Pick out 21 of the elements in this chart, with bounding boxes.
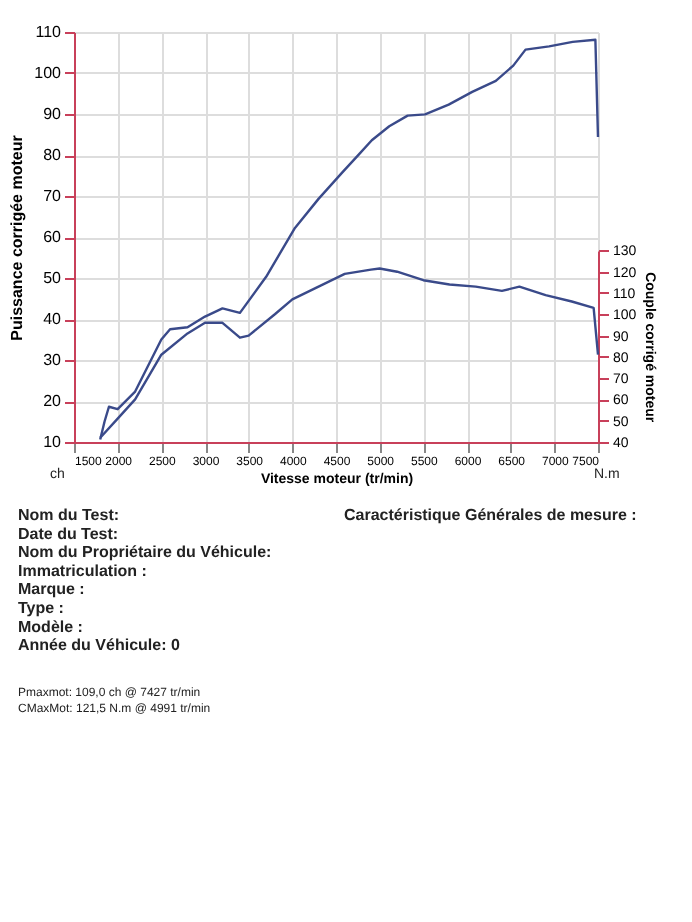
y-axis-title: Puissance corrigée moteur (8, 135, 27, 341)
y-tick-label: 10 (43, 433, 63, 451)
y-tick-label: 80 (43, 146, 63, 164)
y-tick-label: 90 (43, 105, 63, 123)
text: Marque : (18, 580, 85, 599)
y-tick-label: 100 (34, 64, 63, 82)
y-tick-label: 30 (43, 351, 63, 369)
text: Immatriculation : (18, 561, 147, 580)
y-tick-label: 50 (43, 269, 63, 287)
text: Année du Véhicule: 0 (18, 636, 181, 655)
y-tick-label: 20 (43, 392, 63, 410)
y-tick-label: 110 (35, 23, 63, 41)
text: Nom du Propriétaire du Véhicule: (18, 543, 272, 562)
y-tick-label: 40 (43, 310, 63, 328)
text: Caractéristique Générales de mesure : (344, 506, 637, 524)
text: Date du Test: (18, 524, 119, 543)
text: Modèle : (18, 617, 83, 636)
y-tick-label: 70 (43, 187, 63, 205)
text: Nom du Test: (18, 506, 120, 524)
text: Type : (18, 599, 64, 617)
y-tick-label: 60 (43, 228, 63, 246)
